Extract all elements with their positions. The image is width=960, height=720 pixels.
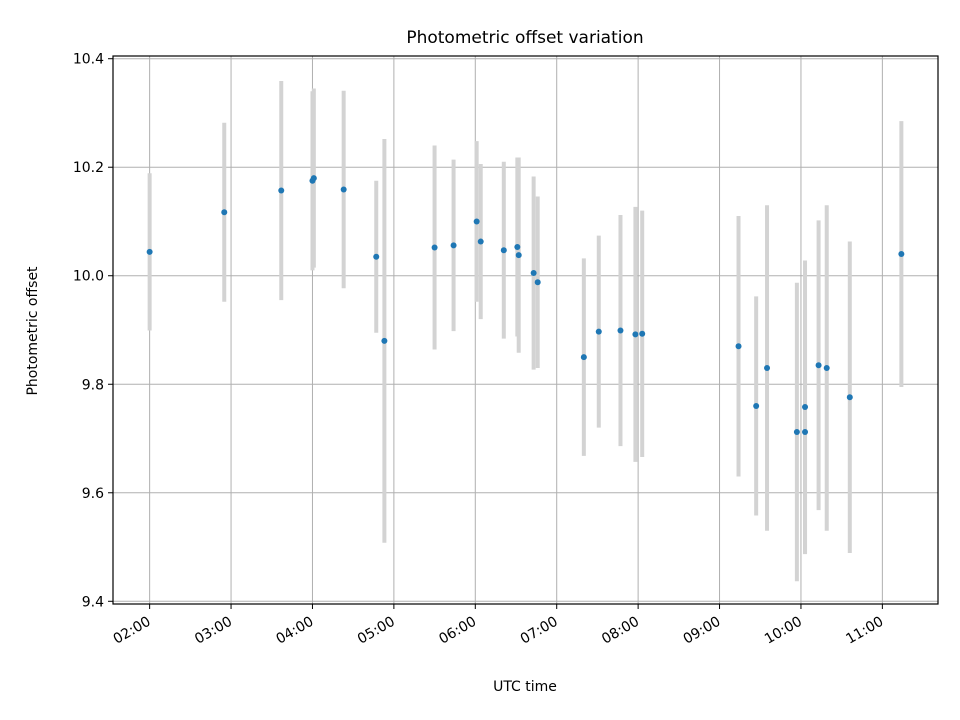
y-tick-label: 9.4 [82,594,104,610]
data-points [146,175,905,436]
data-point [802,429,809,436]
data-point [580,354,587,361]
grid [113,56,938,604]
data-point [632,331,639,338]
data-point [530,270,537,277]
data-point [373,253,380,260]
data-point [500,247,507,254]
y-tick-label: 9.8 [82,377,104,393]
data-point [617,327,624,334]
data-point [595,328,602,335]
chart-title: Photometric offset variation [406,28,643,48]
data-point [898,251,905,258]
data-point [477,238,484,245]
data-point [450,242,457,249]
data-point [514,243,521,250]
data-point [764,364,771,371]
data-point [815,362,822,369]
x-axis-label: UTC time [493,679,557,695]
data-point [802,404,809,411]
plot-frame [112,55,939,605]
y-tick-label: 10.0 [73,269,104,285]
data-point [221,209,228,216]
data-point [639,330,646,337]
data-point [515,252,522,259]
data-point [753,402,760,409]
data-point [431,244,438,251]
data-point [846,394,853,401]
data-point [310,175,317,182]
data-point [793,429,800,436]
data-point [146,248,153,255]
y-tick-label: 10.2 [73,160,104,176]
y-axis-label: Photometric offset [25,266,41,396]
y-tick-label: 10.4 [73,52,104,68]
data-point [340,186,347,193]
data-point [473,218,480,225]
y-axis-ticks: 9.4 9.6 9.8 10.0 10.2 10.4 [73,52,113,610]
data-point [278,187,285,194]
data-point [735,343,742,350]
data-point [381,337,388,344]
data-point [534,279,541,286]
y-tick-label: 9.6 [82,486,104,502]
data-point [823,364,830,371]
